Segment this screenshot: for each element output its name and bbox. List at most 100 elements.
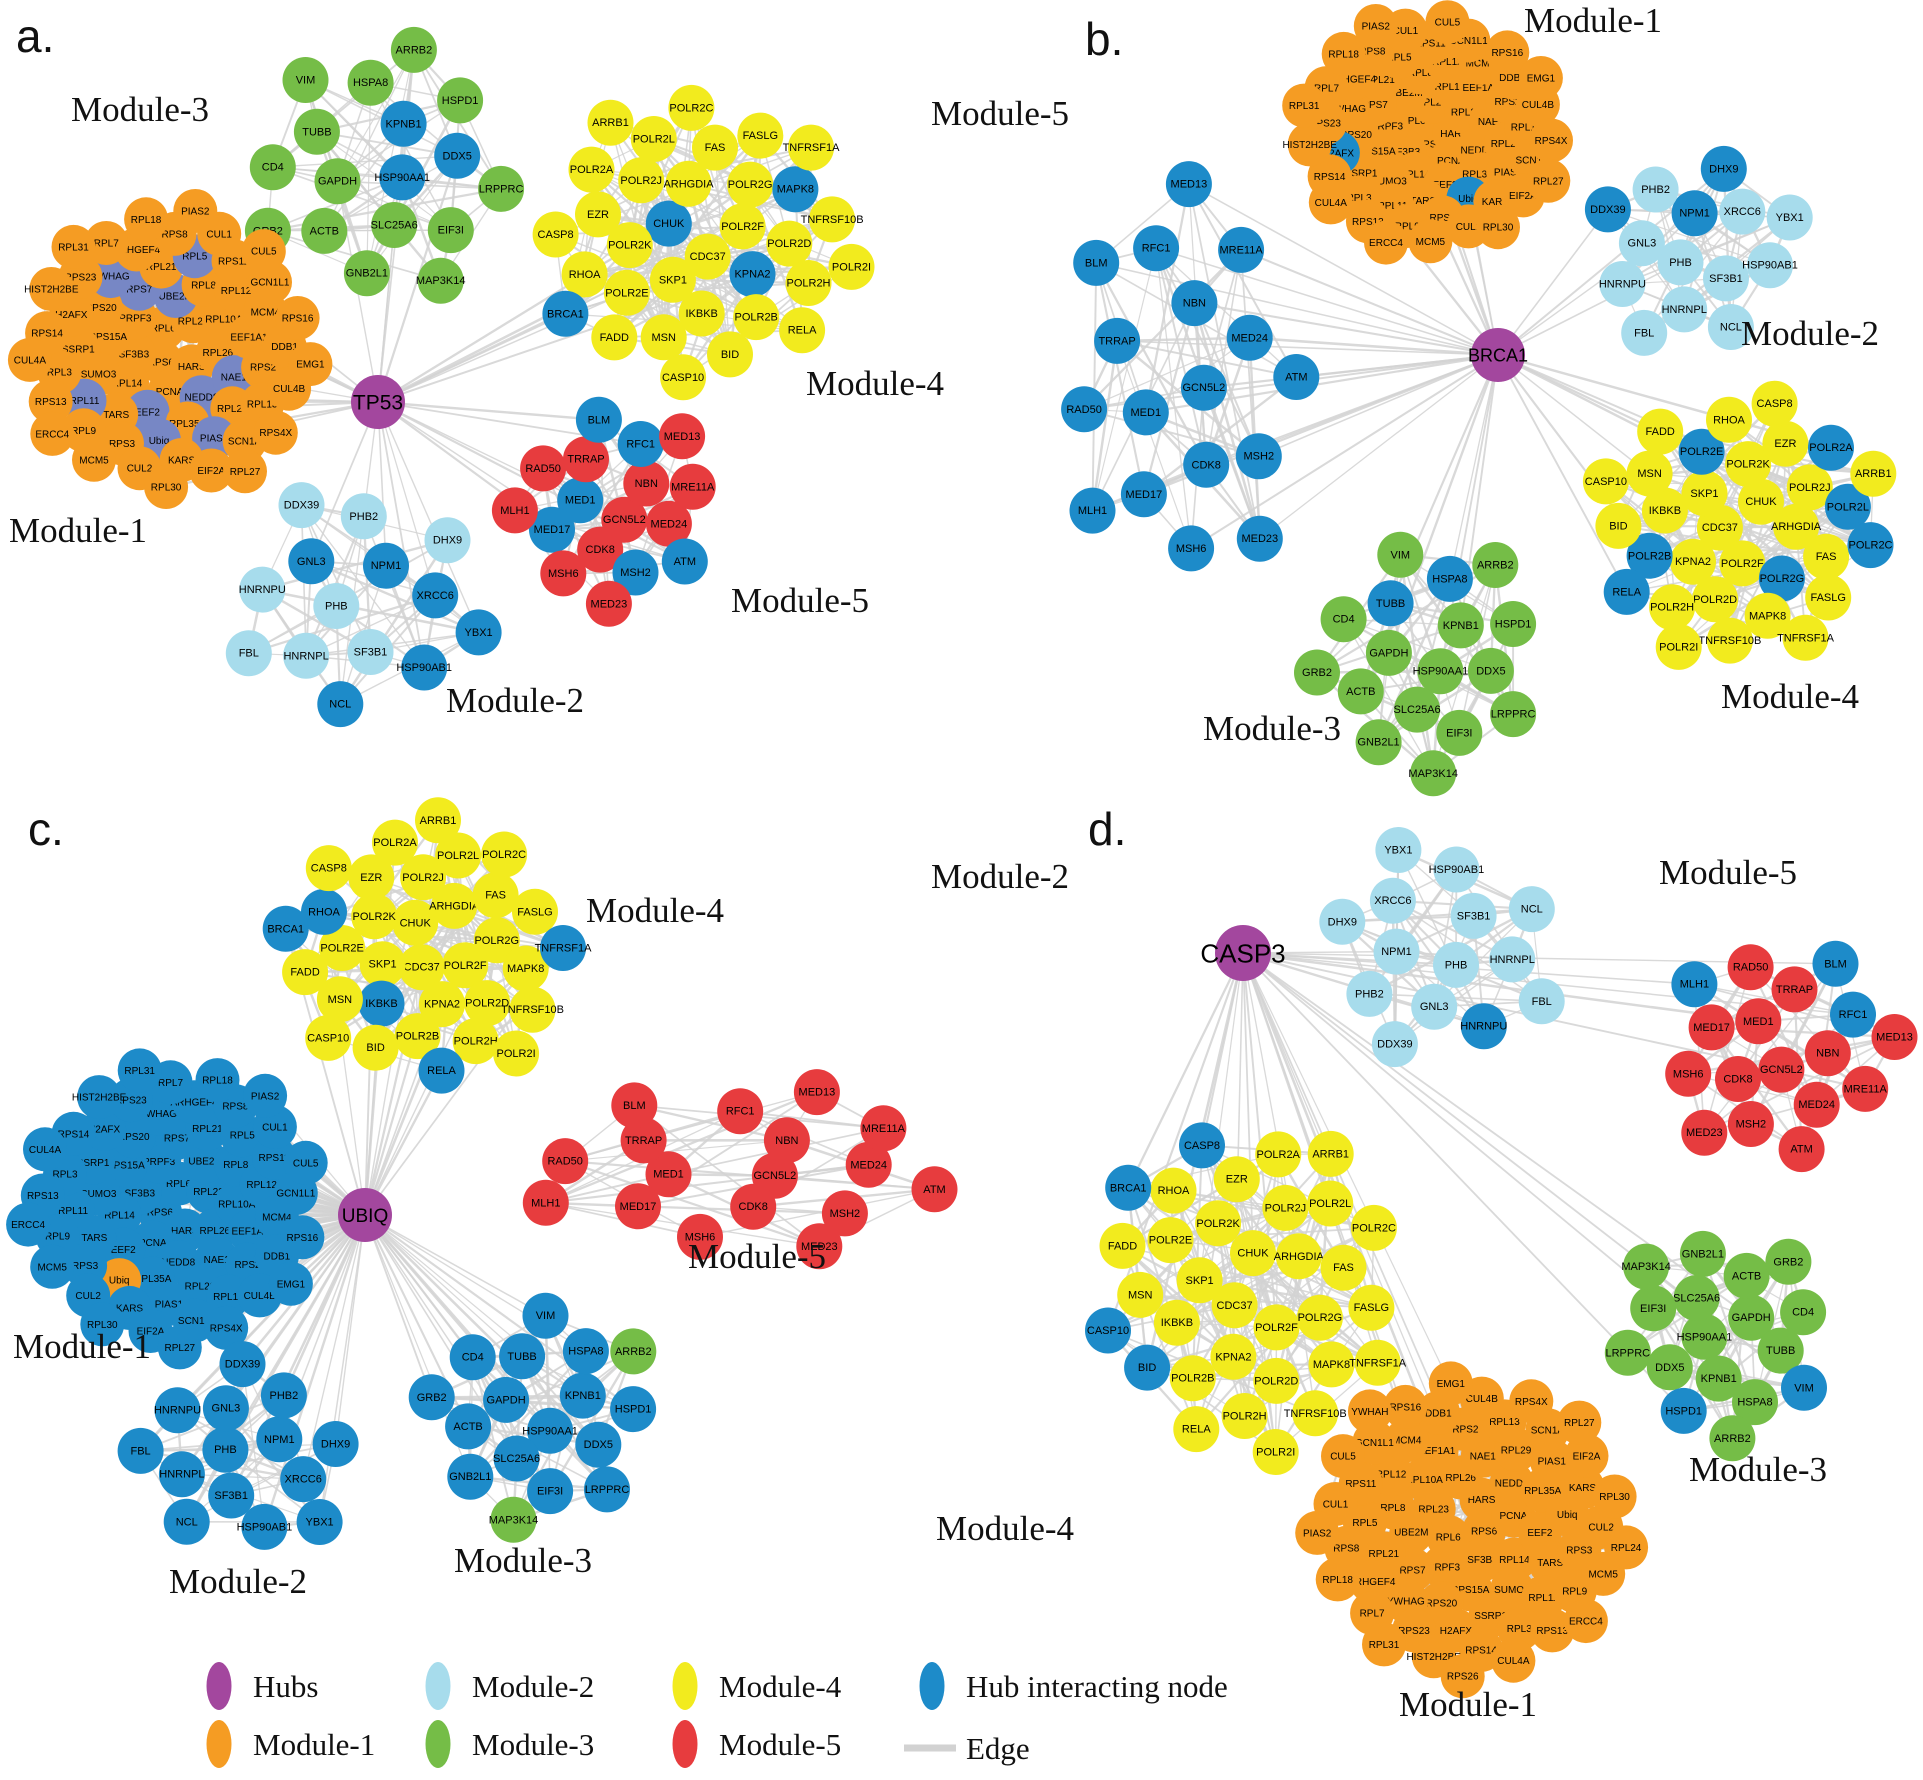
network-node[interactable]: DHX9 — [1701, 146, 1747, 192]
network-node[interactable]: PHB2 — [1633, 167, 1679, 213]
network-node[interactable]: MSN — [641, 314, 687, 360]
network-node[interactable]: DDX5 — [1647, 1344, 1693, 1390]
network-node[interactable]: IKBKB — [1154, 1300, 1200, 1346]
network-node[interactable]: MSN — [1117, 1272, 1163, 1318]
network-node[interactable]: POLR2L — [1307, 1181, 1353, 1227]
network-node[interactable]: MED24 — [1794, 1082, 1840, 1128]
network-node[interactable]: GNL3 — [1411, 984, 1457, 1030]
network-node[interactable]: BID — [707, 331, 753, 377]
network-node[interactable]: ERCC4 — [30, 412, 74, 456]
network-node[interactable]: RPL18 — [1316, 1557, 1360, 1601]
hub-node[interactable]: TP53 — [351, 375, 405, 429]
network-node[interactable]: FASLG — [512, 889, 558, 935]
network-node[interactable]: RPL31 — [118, 1048, 162, 1092]
network-node[interactable]: HSP90AB1 — [396, 645, 452, 691]
network-node[interactable]: CUL5 — [242, 229, 286, 273]
network-node[interactable]: GRB2 — [1765, 1239, 1811, 1285]
network-node[interactable]: POLR2H — [1222, 1393, 1268, 1439]
network-node[interactable]: RPL24 — [1604, 1525, 1648, 1569]
network-node[interactable]: GNB2L1 — [344, 250, 390, 296]
network-node[interactable]: POLR2G — [727, 162, 773, 208]
network-node[interactable]: FADD — [1637, 409, 1683, 455]
network-node[interactable]: RFC1 — [1133, 225, 1179, 271]
network-node[interactable]: RAD50 — [542, 1138, 588, 1184]
network-node[interactable]: MRE11A — [1842, 1066, 1888, 1112]
network-node[interactable]: EMG1 — [1519, 56, 1563, 100]
network-node[interactable]: CASP10 — [305, 1015, 351, 1061]
network-node[interactable]: MAPK8 — [1309, 1341, 1355, 1387]
network-node[interactable]: ARRB1 — [588, 100, 634, 146]
network-node[interactable]: FADD — [591, 314, 637, 360]
network-node[interactable]: HSPD1 — [1661, 1388, 1707, 1434]
network-node[interactable]: ERCC4 — [6, 1203, 50, 1247]
network-node[interactable]: POLR2F — [1254, 1304, 1300, 1350]
network-node[interactable]: CDK8 — [1715, 1056, 1761, 1102]
network-node[interactable]: RPL18 — [124, 197, 168, 241]
network-node[interactable]: NBN — [764, 1117, 810, 1163]
network-node[interactable]: MAPK8 — [772, 166, 818, 212]
network-node[interactable]: POLR2I — [829, 244, 875, 290]
network-node[interactable]: CD4 — [1780, 1289, 1826, 1335]
network-node[interactable]: MED13 — [1872, 1014, 1918, 1060]
network-node[interactable]: EZR — [575, 191, 621, 237]
network-node[interactable]: ARRB2 — [1472, 542, 1518, 588]
network-node[interactable]: MED23 — [1681, 1110, 1727, 1156]
network-node[interactable]: POLR2G — [1297, 1295, 1343, 1341]
network-node[interactable]: DHX9 — [313, 1421, 359, 1467]
network-node[interactable]: EZR — [1762, 421, 1808, 467]
network-node[interactable]: MED23 — [586, 581, 632, 627]
network-node[interactable]: MRE11A — [1218, 227, 1264, 273]
network-node[interactable]: MED13 — [1166, 161, 1212, 207]
network-node[interactable]: POLR2C — [1848, 522, 1894, 568]
network-node[interactable]: MED17 — [615, 1183, 661, 1229]
network-node[interactable]: BID — [353, 1025, 399, 1071]
network-node[interactable]: RPL27 — [1526, 159, 1570, 203]
network-node[interactable]: PHB2 — [261, 1372, 307, 1418]
network-node[interactable]: POLR2I — [1253, 1429, 1299, 1475]
network-node[interactable]: MCM5 — [1408, 219, 1452, 263]
network-node[interactable]: PHB — [202, 1427, 248, 1473]
network-node[interactable]: ERCC4 — [1364, 221, 1408, 265]
network-node[interactable]: DDX5 — [434, 133, 480, 179]
network-node[interactable]: POLR2C — [481, 832, 527, 878]
network-node[interactable]: TRRAP — [1772, 966, 1818, 1012]
network-node[interactable]: HSPA8 — [348, 60, 394, 106]
network-node[interactable]: DDX39 — [1585, 186, 1631, 232]
network-node[interactable]: RPL27 — [158, 1325, 202, 1369]
network-node[interactable]: MLH1 — [1070, 488, 1116, 534]
network-node[interactable]: HSPD1 — [437, 77, 483, 123]
network-node[interactable]: LRPPRC — [584, 1466, 630, 1512]
network-node[interactable]: DDX5 — [575, 1422, 621, 1468]
network-node[interactable]: RHOA — [1706, 397, 1752, 443]
network-node[interactable]: HSPA8 — [1427, 556, 1473, 602]
network-node[interactable]: POLR2A — [569, 147, 615, 193]
network-node[interactable]: TUBB — [1368, 580, 1414, 626]
network-node[interactable]: POLR2H — [786, 260, 832, 306]
network-node[interactable]: NPM1 — [1374, 929, 1420, 975]
network-node[interactable]: GCN5L2 — [1181, 365, 1227, 411]
network-node[interactable]: MSH6 — [540, 550, 586, 596]
network-node[interactable]: HNRNPL — [159, 1451, 205, 1497]
network-node[interactable]: MSH2 — [1236, 433, 1282, 479]
network-node[interactable]: PHB2 — [1346, 971, 1392, 1017]
network-node[interactable]: RHOA — [562, 251, 608, 297]
network-node[interactable]: BID — [1124, 1345, 1170, 1391]
network-node[interactable]: CASP10 — [660, 354, 706, 400]
network-node[interactable]: ATM — [662, 539, 708, 585]
network-node[interactable]: FADD — [282, 949, 328, 995]
network-node[interactable]: ARRB2 — [610, 1328, 656, 1374]
network-node[interactable]: BRCA1 — [542, 291, 588, 337]
network-node[interactable]: XRCC6 — [412, 572, 458, 618]
network-node[interactable]: PIAS2 — [173, 189, 217, 233]
network-node[interactable]: VIM — [1377, 532, 1423, 578]
network-node[interactable]: PHB — [1433, 942, 1479, 988]
network-node[interactable]: KPNA2 — [730, 251, 776, 297]
network-node[interactable]: BID — [1595, 503, 1641, 549]
network-node[interactable]: NPM1 — [256, 1416, 302, 1462]
network-node[interactable]: CDK8 — [1183, 442, 1229, 488]
network-node[interactable]: SF3B1 — [1451, 893, 1497, 939]
network-node[interactable]: RPS4X — [1509, 1379, 1553, 1423]
network-node[interactable]: DHX9 — [425, 517, 471, 563]
network-node[interactable]: CUL5 — [1425, 0, 1469, 44]
network-node[interactable]: YBX1 — [1375, 827, 1421, 873]
